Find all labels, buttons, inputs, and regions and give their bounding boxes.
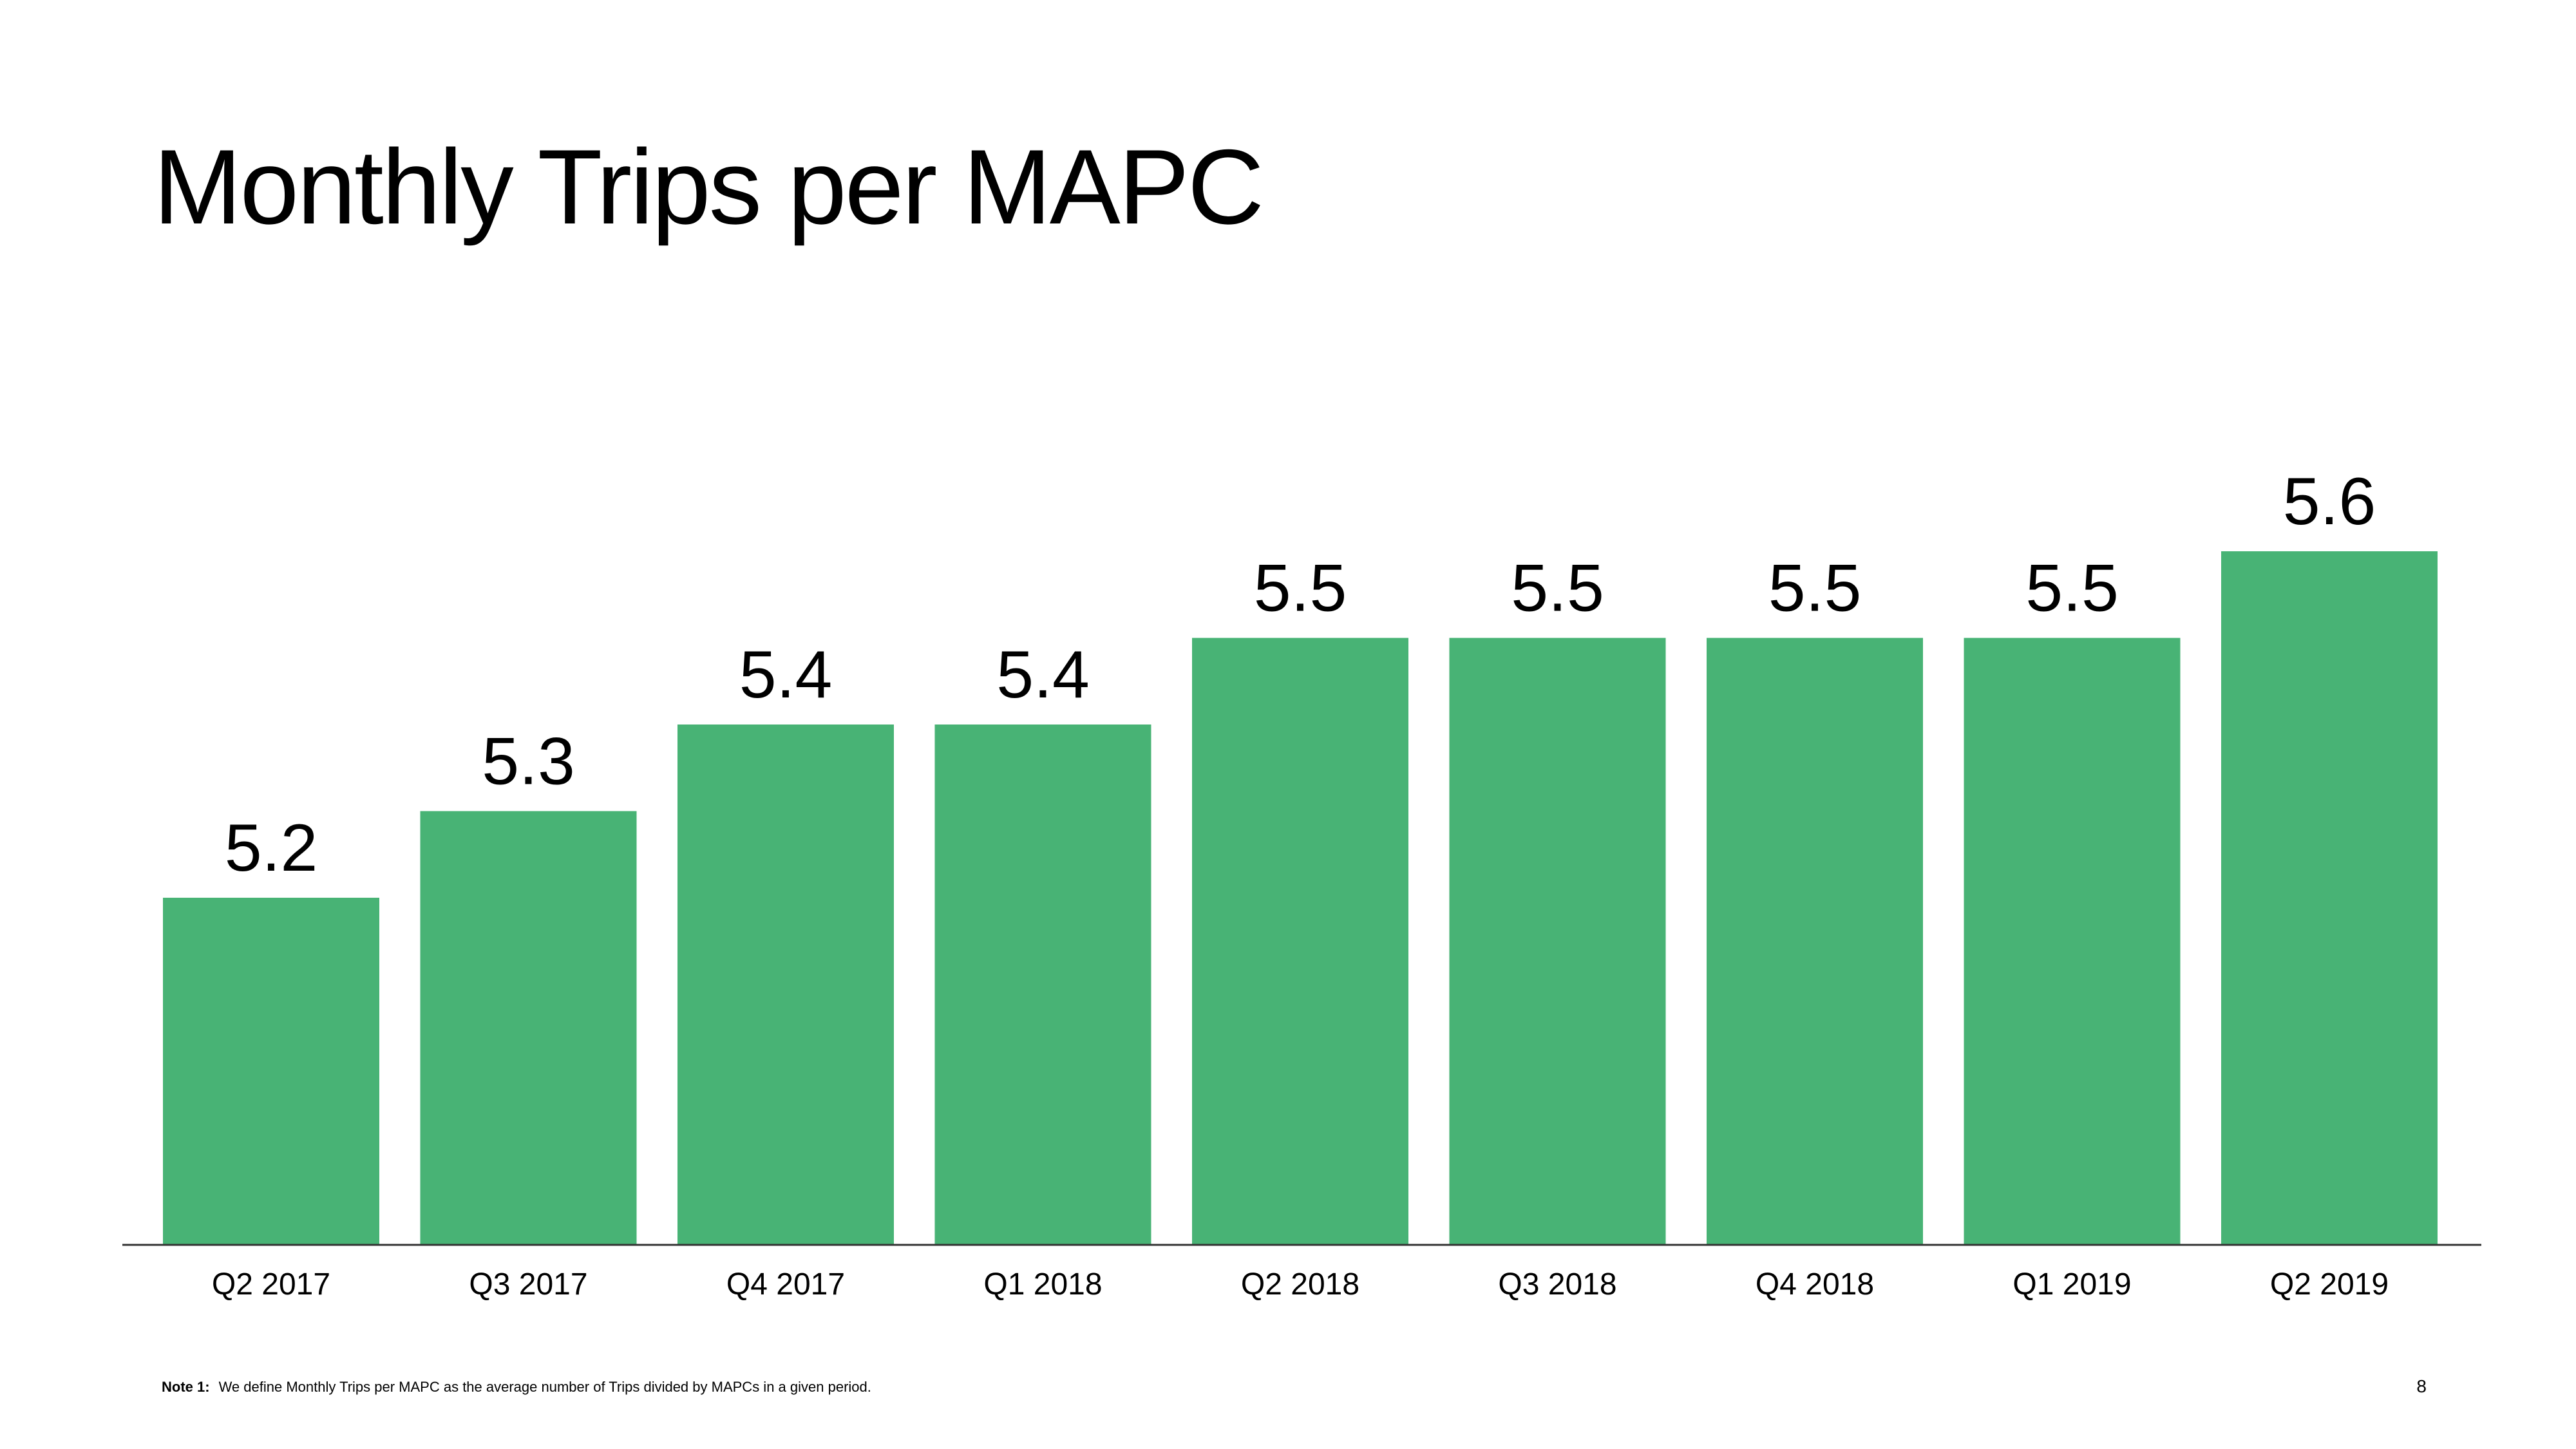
category-labels-group: Q2 2017 Q3 2017 Q4 2017 Q1 2018 Q2 2018 Q3 20… [212,1267,2389,1302]
bar-q2-2019 [2221,551,2438,1244]
data-label: 5.3 [482,724,575,799]
x-tick-label: Q3 2018 [1498,1267,1616,1302]
bars-group [163,551,2438,1244]
bar-q3-2018 [1449,638,1666,1244]
footnote-label: Note 1: [162,1379,210,1395]
x-tick-label: Q4 2017 [726,1267,845,1302]
data-label: 5.5 [1511,551,1604,626]
bar-q3-2017 [420,811,637,1244]
x-tick-label: Q2 2018 [1241,1267,1359,1302]
bar-q2-2018 [1192,638,1408,1244]
data-label: 5.5 [1254,551,1347,626]
bar-q4-2017 [677,724,894,1244]
data-label: 5.4 [739,638,833,712]
bar-q2-2017 [163,898,379,1244]
bar-q4-2018 [1707,638,1923,1244]
footnote-text: We define Monthly Trips per MAPC as the … [218,1379,871,1395]
x-tick-label: Q1 2019 [2012,1267,2131,1302]
footnote: Note 1: We define Monthly Trips per MAPC … [162,1379,871,1396]
data-label: 5.6 [2283,464,2376,539]
data-label: 5.5 [1768,551,1862,626]
data-label: 5.4 [996,638,1090,712]
bar-q1-2018 [934,724,1151,1244]
page-title: Monthly Trips per MAPC [153,128,1264,246]
data-label: 5.2 [225,811,318,886]
x-tick-label: Q4 2018 [1756,1267,1874,1302]
data-labels-group: 5.2 5.3 5.4 5.4 5.5 5.5 5.5 5.5 5.6 [225,464,2376,886]
x-tick-label: Q3 2017 [469,1267,587,1302]
x-tick-label: Q2 2017 [212,1267,330,1302]
data-label: 5.5 [2025,551,2119,626]
bar-q1-2019 [1964,638,2181,1244]
x-tick-label: Q1 2018 [983,1267,1102,1302]
x-tick-label: Q2 2019 [2270,1267,2389,1302]
page-number: 8 [2416,1376,2427,1396]
